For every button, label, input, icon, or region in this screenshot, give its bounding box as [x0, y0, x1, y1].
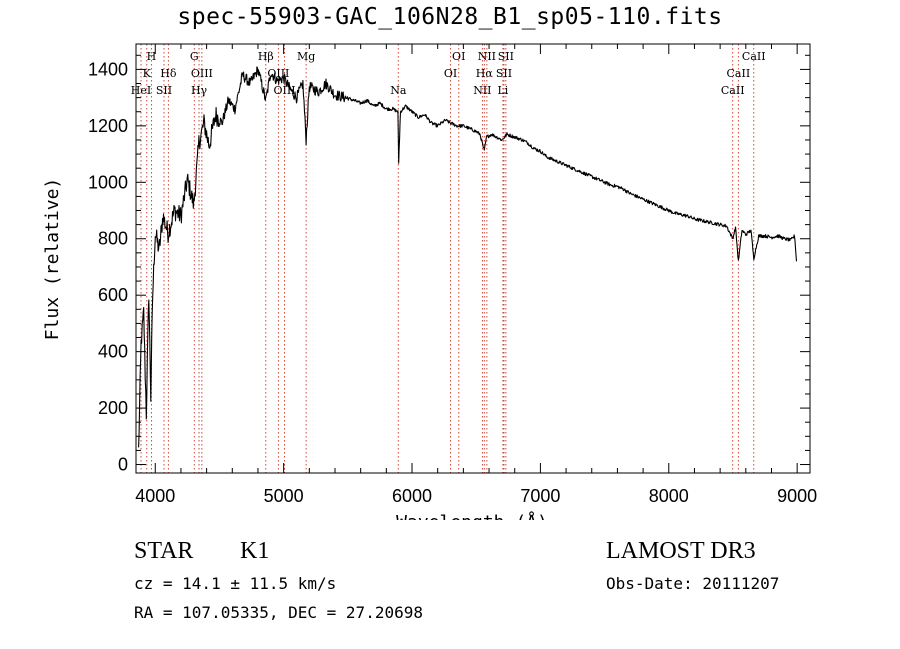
line-label-15: NII: [478, 50, 496, 63]
x-tick-label-4: 8000: [649, 486, 689, 506]
line-label-18: SII: [496, 67, 512, 80]
y-tick-label-2: 400: [98, 342, 128, 362]
line-label-22: CaII: [727, 67, 751, 80]
y-tick-label-0: 0: [118, 455, 128, 475]
line-label-14: OI: [444, 67, 457, 80]
spectrum-line: [138, 66, 798, 448]
y-tick-label-6: 1200: [88, 116, 128, 136]
line-label-16: SII: [498, 50, 514, 63]
obs-date: Obs-Date: 20111207: [606, 574, 780, 593]
x-tick-label-1: 5000: [264, 486, 304, 506]
plot-frame: [135, 43, 811, 474]
x-tick-labels: 4000 5000 6000 7000 8000 9000: [135, 486, 817, 506]
line-label-5: G: [190, 50, 199, 63]
line-label-17: Hα: [476, 67, 494, 80]
y-tick-label-7: 1400: [88, 59, 128, 79]
redshift-readout: cz = 14.1 ± 11.5 km/s: [134, 574, 337, 593]
x-tick-label-2: 6000: [392, 486, 432, 506]
line-label-21: CaII: [742, 50, 766, 63]
y-tick-label-3: 600: [98, 285, 128, 305]
line-label-8: Hβ: [258, 50, 274, 63]
line-label-2: Hδ: [160, 67, 177, 80]
object-subclass: K1: [240, 538, 270, 564]
line-label-7: Hγ: [191, 84, 208, 97]
x-tick-label-0: 4000: [135, 486, 175, 506]
line-label-12: Na: [390, 84, 407, 97]
line-label-3: HeI: [131, 84, 151, 97]
y-tick-labels: 0 200 400 600 800 1000 1200 1400: [88, 59, 128, 474]
line-label-11: Mg: [297, 50, 315, 63]
ra-dec-readout: RA = 107.05335, DEC = 27.20698: [134, 603, 423, 622]
x-axis-label: Wavelength (Å): [396, 511, 548, 520]
line-label-1: K: [143, 67, 152, 80]
line-label-4: SII: [156, 84, 172, 97]
x-tick-label-3: 7000: [520, 486, 560, 506]
x-tick-label-5: 9000: [777, 486, 817, 506]
y-axis-label: Flux (relative): [42, 178, 63, 341]
y-tick-label-5: 1000: [88, 172, 128, 192]
object-class: STAR: [134, 538, 194, 564]
line-label-19: NII: [473, 84, 491, 97]
survey-name: LAMOST DR3: [606, 538, 756, 564]
line-label-20: Li: [497, 84, 508, 97]
chart-title: spec-55903-GAC_106N28_B1_sp05-110.fits: [177, 4, 723, 30]
axis-ticks: [136, 44, 810, 473]
line-marker-group: [140, 44, 755, 473]
y-tick-label-1: 200: [98, 398, 128, 418]
line-label-23: CaII: [721, 84, 745, 97]
line-label-13: OI: [452, 50, 465, 63]
line-label-6: OIII: [191, 67, 213, 80]
line-label-0: H: [147, 50, 157, 63]
y-tick-label-4: 800: [98, 229, 128, 249]
